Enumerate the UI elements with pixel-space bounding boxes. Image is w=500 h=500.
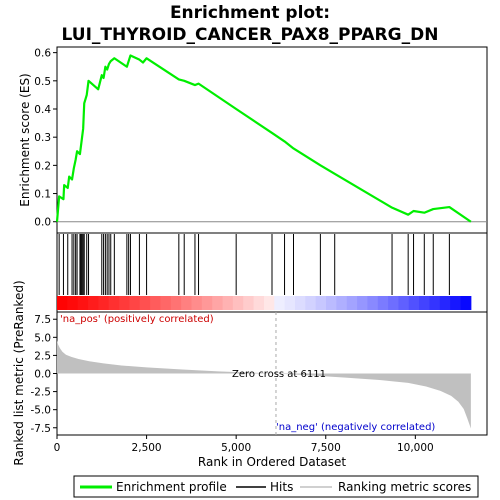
x-tick-label: 10,000: [397, 442, 434, 454]
colorbar-segment: [439, 296, 451, 310]
colorbar-segment: [326, 296, 337, 310]
ranked-y-axis-label: Ranked list metric (PreRanked): [12, 280, 26, 465]
x-axis: 0 2,500 5,000 7,500 10,000: [54, 435, 434, 454]
colorbar-segment: [212, 296, 224, 310]
colorbar-segment: [57, 296, 68, 310]
enrichment-profile-series: [55, 54, 472, 223]
colorbar-segment: [139, 296, 151, 310]
es-y-axis: 0.0 0.1 0.2 0.3 0.4 0.5 0.6: [34, 48, 57, 229]
colorbar-segment: [367, 296, 379, 310]
legend-entry-hits: Hits: [270, 480, 293, 494]
x-axis-label: Rank in Ordered Dataset: [198, 455, 346, 469]
neg-correlated-label: 'na_neg' (negatively correlated): [276, 422, 435, 433]
chart-title-line-2: LUI_THYROID_CANCER_PAX8_PPARG_DN: [62, 25, 439, 45]
colorbar-segment: [346, 296, 358, 310]
ranked-y-tick-label: -2.5: [31, 387, 52, 399]
ranked-y-tick-label: -5.0: [31, 405, 52, 417]
colorbar-segment: [201, 296, 213, 310]
colorbar-segment: [88, 296, 99, 310]
ranked-y-tick-label: -7.5: [31, 423, 52, 435]
colorbar-segment: [460, 296, 472, 310]
es-y-tick-label: 0.6: [34, 48, 51, 60]
ranked-y-tick-label: 0.0: [34, 369, 51, 381]
es-y-tick-label: 0.2: [34, 160, 51, 172]
colorbar-segment: [284, 296, 296, 310]
colorbar-segment: [181, 296, 193, 310]
colorbar-segment: [232, 296, 244, 310]
legend-entry-enrichment-profile: Enrichment profile: [116, 480, 227, 494]
pos-correlated-label: 'na_pos' (positively correlated): [60, 314, 214, 325]
legend-box: [73, 475, 479, 498]
es-y-tick-label: 0.3: [34, 132, 51, 144]
colorbar-segment: [119, 296, 130, 310]
es-y-axis-label: Enrichment score (ES): [18, 73, 32, 206]
colorbar-segment: [191, 296, 203, 310]
colorbar-segment: [98, 296, 110, 310]
colorbar-segment: [170, 296, 182, 310]
colorbar-segment: [253, 296, 265, 310]
ranked-y-tick-label: 5.0: [34, 332, 51, 344]
ranked-y-tick-label: 2.5: [34, 350, 51, 362]
ranked-y-tick-label: 7.5: [34, 314, 51, 326]
es-panel-frame: [56, 46, 488, 234]
colorbar-segment: [77, 296, 89, 310]
colorbar-segment: [408, 296, 420, 310]
colorbar-segment: [160, 296, 172, 310]
x-tick-label: 7,500: [311, 442, 341, 454]
x-tick-label: 2,500: [132, 442, 162, 454]
ranking-metric-area: [57, 340, 471, 429]
colorbar-segment: [388, 296, 399, 310]
colorbar-segment: [108, 296, 120, 310]
legend: Enrichment profile Hits Ranking metric s…: [73, 475, 479, 498]
ranked-y-axis: 7.5 5.0 2.5 0.0 -2.5 -5.0 -7.5: [31, 314, 57, 435]
colorbar-segment: [419, 296, 430, 310]
es-y-tick-label: 0.0: [34, 217, 51, 229]
colorbar-segment: [129, 296, 141, 310]
colorbar-segment: [398, 296, 410, 310]
colorbar-segment: [336, 296, 348, 310]
colorbar-segment: [150, 296, 161, 310]
colorbar-segment: [263, 296, 275, 310]
es-y-tick-label: 0.1: [34, 189, 51, 201]
colorbar-segment: [294, 296, 306, 310]
es-y-tick-label: 0.4: [34, 104, 51, 116]
colorbar-segment: [357, 296, 368, 310]
x-tick-label: 5,000: [221, 442, 251, 454]
es-y-tick-label: 0.5: [34, 76, 51, 88]
colorbar-segment: [429, 296, 441, 310]
colorbar-segment: [274, 296, 286, 310]
colorbar-segment: [315, 296, 327, 310]
colorbar-segment: [222, 296, 234, 310]
colorbar-segment: [243, 296, 255, 310]
ranking-metric-series: [57, 312, 471, 435]
enrichment-profile-line: [55, 54, 472, 223]
hits-series: [58, 234, 450, 295]
x-tick-label: 0: [54, 442, 61, 454]
rank-colorbar: [57, 296, 472, 310]
colorbar-segment: [450, 296, 462, 310]
colorbar-segment: [305, 296, 317, 310]
colorbar-segment: [377, 296, 389, 310]
legend-entry-ranking-metric: Ranking metric scores: [338, 480, 471, 494]
zero-cross-label: Zero cross at 6111: [232, 369, 326, 380]
colorbar-segment: [67, 296, 79, 310]
chart-title-line-1: Enrichment plot:: [170, 3, 330, 23]
